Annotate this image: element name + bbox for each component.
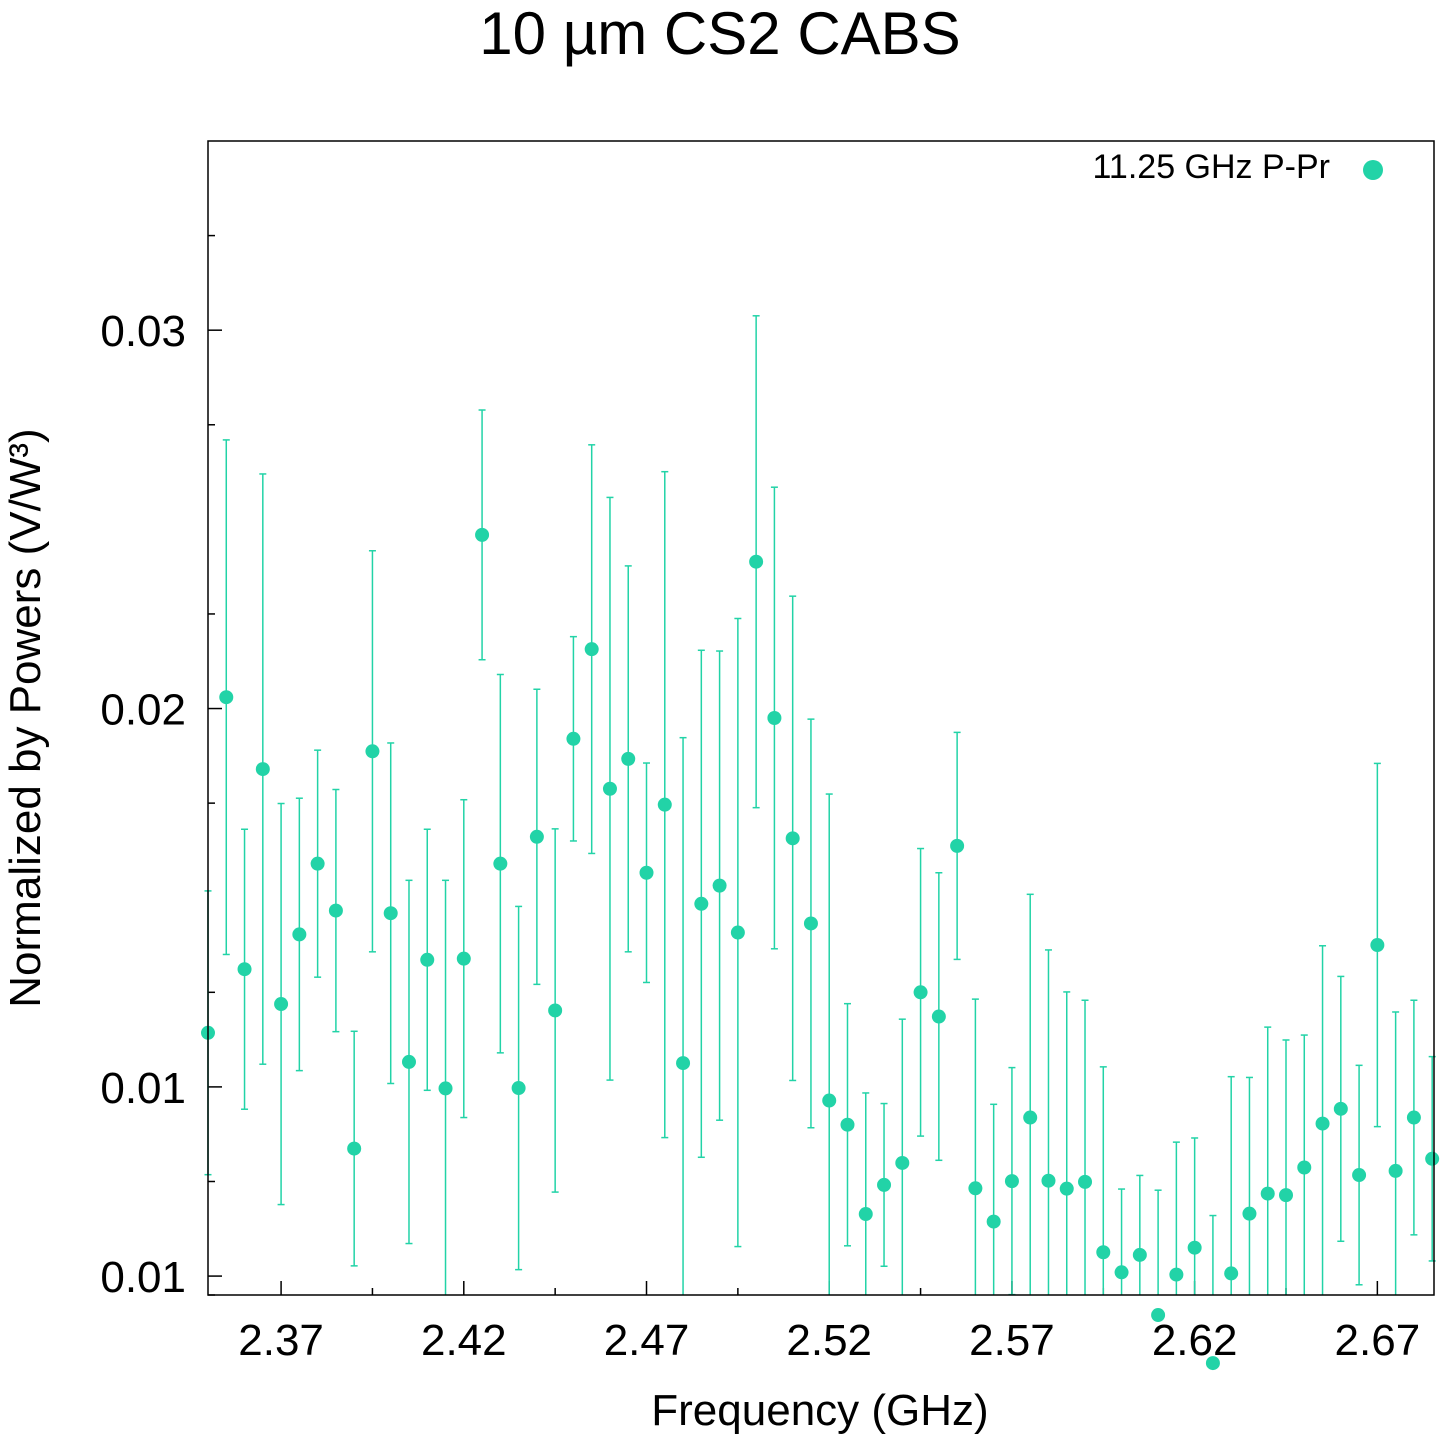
x-axis-label: Frequency (GHz) <box>651 1386 988 1435</box>
data-point <box>584 642 599 657</box>
data-point <box>383 906 398 921</box>
plot-frame <box>207 140 1435 1296</box>
data-point <box>602 781 617 796</box>
data-point <box>712 878 727 893</box>
data-point <box>1187 1240 1202 1255</box>
data-point <box>310 856 325 871</box>
data-point <box>730 925 745 940</box>
data-point <box>1151 1308 1166 1323</box>
data-point <box>767 711 782 725</box>
data-point <box>328 903 343 918</box>
data-point <box>255 762 270 777</box>
data-point <box>931 1009 946 1024</box>
data-point <box>365 744 380 759</box>
data-point <box>529 829 544 844</box>
chart-title: 10 µm CS2 CABS <box>479 0 960 67</box>
data-point <box>438 1081 453 1096</box>
data-point <box>950 838 965 853</box>
y-tick-label: 0.01 <box>100 1253 186 1302</box>
data-point <box>803 916 818 931</box>
y-tick-label: 0.01 <box>100 1064 186 1113</box>
data-point <box>840 1117 855 1132</box>
x-tick-label: 2.37 <box>238 1316 324 1365</box>
data-point <box>621 751 636 766</box>
data-point <box>292 927 307 942</box>
legend: 11.25 GHz P-Pr <box>1093 148 1383 186</box>
data-point <box>913 985 928 1000</box>
data-point <box>657 797 672 812</box>
data-point <box>1406 1110 1421 1125</box>
data-point <box>1242 1206 1257 1221</box>
data-point <box>986 1214 1001 1229</box>
y-tick-label: 0.03 <box>100 307 186 356</box>
data-point <box>219 690 234 705</box>
x-tick-label: 2.67 <box>1335 1316 1421 1365</box>
data-point <box>1388 1163 1403 1178</box>
data-point <box>1315 1116 1330 1131</box>
data-point <box>493 856 508 871</box>
data-point <box>1023 1110 1038 1125</box>
data-point <box>1041 1173 1056 1188</box>
data-point <box>676 1056 691 1071</box>
data-point <box>1260 1186 1275 1201</box>
data-point <box>347 1141 362 1156</box>
data-point <box>1132 1247 1147 1262</box>
data-point <box>1224 1266 1239 1281</box>
data-point <box>694 896 709 911</box>
legend-label: 11.25 GHz P-Pr <box>1093 148 1330 186</box>
data-point <box>1370 938 1385 953</box>
data-point <box>1169 1267 1184 1282</box>
data-point <box>456 951 471 966</box>
y-tick-label: 0.02 <box>100 686 186 735</box>
data-point <box>548 1003 563 1018</box>
data-point <box>1114 1265 1129 1280</box>
data-point <box>968 1181 983 1196</box>
legend-marker <box>1363 160 1383 180</box>
data-point <box>1096 1245 1111 1260</box>
data-point <box>639 865 654 880</box>
data-point <box>1059 1181 1074 1196</box>
axis-ticks: 2.37 2.42 2.47 2.52 2.57 2.62 2.67 0.01 0.02 0.03… <box>100 234 1421 1365</box>
data-point <box>1205 1356 1220 1371</box>
data-point <box>1279 1188 1294 1203</box>
data-point <box>1352 1168 1367 1183</box>
data-point <box>895 1155 910 1170</box>
data-point <box>401 1054 416 1069</box>
y-axis-label: Normalized by Powers (V/W³) <box>1 428 50 1007</box>
data-point <box>1004 1174 1019 1189</box>
data-point <box>274 997 289 1012</box>
data-series <box>201 315 1440 1371</box>
x-tick-label: 2.57 <box>969 1316 1055 1365</box>
data-point <box>420 952 435 967</box>
data-point <box>1333 1101 1348 1116</box>
data-point <box>877 1177 892 1192</box>
data-point <box>566 731 581 746</box>
data-point <box>822 1093 837 1108</box>
data-point <box>475 527 490 542</box>
x-tick-label: 2.47 <box>604 1316 690 1365</box>
data-point <box>749 554 764 569</box>
x-tick-label: 2.42 <box>421 1316 507 1365</box>
data-point <box>237 962 252 977</box>
data-point <box>1425 1151 1440 1166</box>
data-point <box>858 1207 873 1222</box>
data-point <box>511 1081 526 1096</box>
data-point <box>785 831 800 846</box>
data-point <box>1078 1174 1093 1189</box>
x-tick-label: 2.52 <box>786 1316 872 1365</box>
data-point <box>1297 1160 1312 1175</box>
x-tick-label: 2.62 <box>1152 1316 1238 1365</box>
